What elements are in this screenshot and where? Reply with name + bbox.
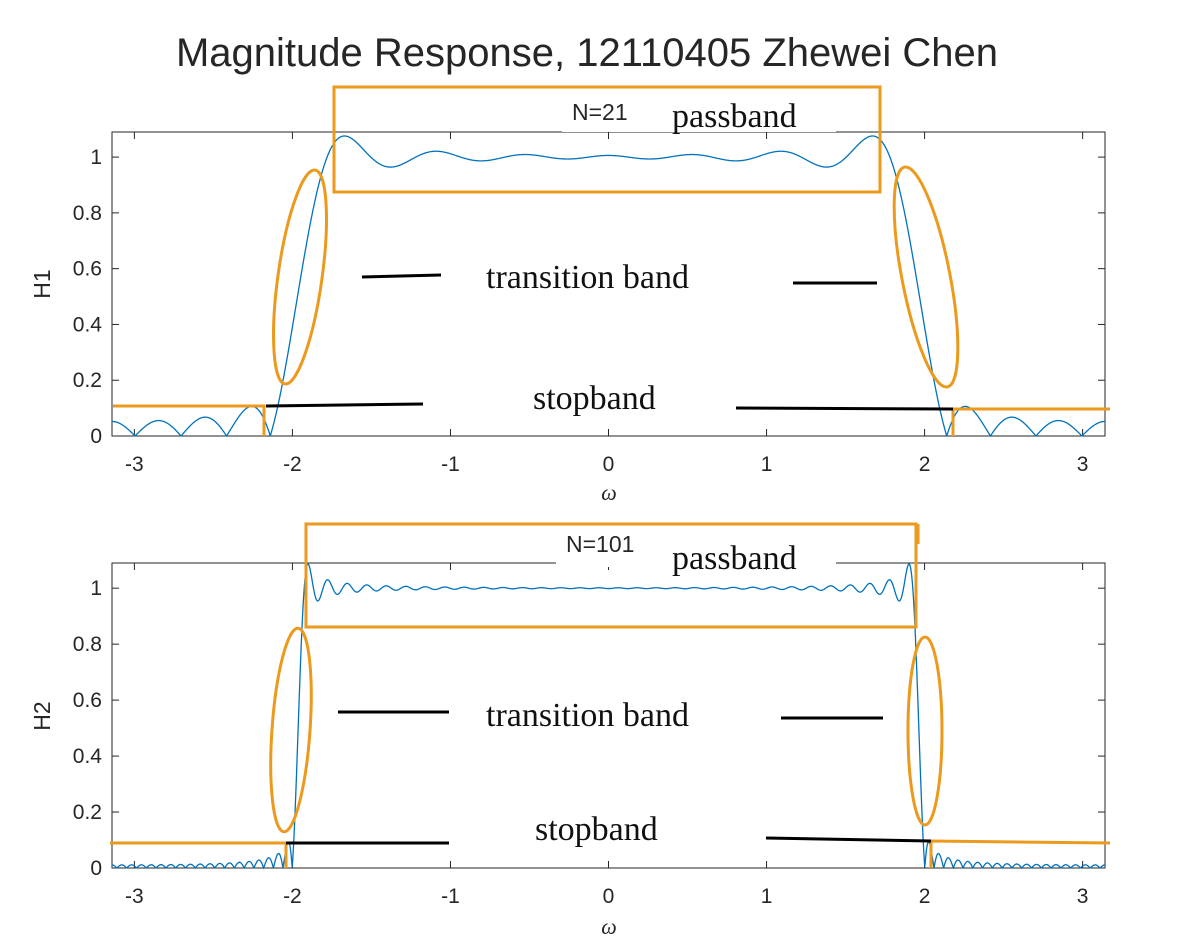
x-tick-label: 2 bbox=[919, 885, 931, 908]
filter-length-label: N=21 bbox=[572, 99, 628, 125]
y-axis-label: H2 bbox=[29, 701, 55, 730]
y-tick-label: 0.8 bbox=[73, 202, 102, 225]
y-tick-label: 0 bbox=[90, 425, 102, 448]
transition-ellipse-left bbox=[269, 626, 313, 834]
y-axis-label: H1 bbox=[29, 269, 55, 298]
transition-ellipse-left bbox=[272, 168, 328, 386]
passband-label: passband bbox=[672, 540, 797, 577]
magnitude-curve-h2 bbox=[111, 563, 1106, 870]
chart-h2: -3 -2 -1 0 1 2 3 0 0.2 0.4 0.6 0.8 1 H2 ω N=101 pas… bbox=[29, 522, 1111, 939]
x-tick-label: 0 bbox=[603, 453, 615, 476]
stopband-label: stopband bbox=[535, 811, 658, 848]
transition-ellipse-right bbox=[906, 635, 944, 827]
x-tick-label: -2 bbox=[283, 453, 302, 476]
figure-title: Magnitude Response, 12110405 Zhewei Chen bbox=[176, 31, 998, 75]
x-tick-label: -3 bbox=[125, 885, 144, 908]
passband-box bbox=[304, 522, 918, 629]
label-backdrop bbox=[556, 531, 836, 567]
x-tick-label: 1 bbox=[761, 885, 773, 908]
stopband-pointer-right bbox=[765, 836, 932, 843]
y-tick-label: 0.6 bbox=[73, 258, 102, 281]
x-tick-label: 3 bbox=[1077, 453, 1089, 476]
transition-band-label: transition band bbox=[486, 697, 689, 734]
transition-pointer-left bbox=[361, 273, 442, 279]
x-tick-label: 2 bbox=[919, 453, 931, 476]
y-tick-label: 0.2 bbox=[73, 801, 102, 824]
stopband-pointer-right bbox=[735, 406, 954, 411]
stopband-label: stopband bbox=[533, 380, 656, 417]
x-ticks: -3 -2 -1 0 1 2 3 bbox=[125, 563, 1088, 908]
y-tick-label: 1 bbox=[90, 577, 102, 600]
stopband-pointer-left bbox=[265, 402, 424, 408]
y-tick-label: 0.4 bbox=[73, 745, 103, 768]
x-tick-label: -3 bbox=[125, 453, 144, 476]
passband-label: passband bbox=[672, 98, 797, 135]
x-ticks: -3 -2 -1 0 1 2 3 bbox=[125, 132, 1088, 476]
y-tick-label: 0.2 bbox=[73, 369, 102, 392]
chart-h1: -3 -2 -1 0 1 2 3 0 0.2 0.4 0.6 0.8 1 H1 ω N=21 pass… bbox=[29, 85, 1110, 505]
transition-band-label: transition band bbox=[486, 259, 689, 296]
x-tick-label: 0 bbox=[603, 885, 615, 908]
x-tick-label: -1 bbox=[441, 453, 460, 476]
passband-box bbox=[332, 85, 882, 194]
filter-length-label: N=101 bbox=[566, 531, 634, 557]
y-ticks: 0 0.2 0.4 0.6 0.8 1 bbox=[73, 577, 1105, 880]
y-tick-label: 0.6 bbox=[73, 689, 102, 712]
x-tick-label: 1 bbox=[761, 453, 773, 476]
y-tick-label: 1 bbox=[90, 146, 102, 169]
y-ticks: 0 0.2 0.4 0.6 0.8 1 bbox=[73, 146, 1105, 448]
transition-ellipse-right bbox=[892, 165, 960, 389]
x-tick-label: 3 bbox=[1077, 885, 1089, 908]
x-tick-label: -1 bbox=[441, 885, 460, 908]
y-tick-label: 0.4 bbox=[73, 313, 103, 336]
x-tick-label: -2 bbox=[283, 885, 302, 908]
label-backdrop bbox=[562, 96, 836, 132]
x-axis-label: ω bbox=[601, 914, 617, 939]
axes-box bbox=[111, 562, 1106, 869]
y-tick-label: 0 bbox=[90, 857, 102, 880]
y-tick-label: 0.8 bbox=[73, 633, 102, 656]
stopband-marker-left bbox=[113, 404, 266, 436]
x-axis-label: ω bbox=[601, 480, 617, 505]
